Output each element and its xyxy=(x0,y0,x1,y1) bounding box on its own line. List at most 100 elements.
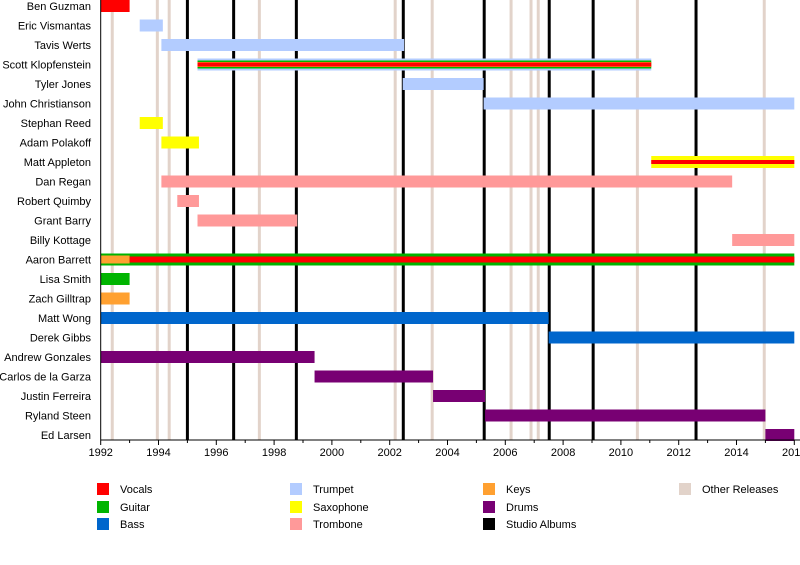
legend-swatch xyxy=(97,483,109,495)
x-tick-label: 2014 xyxy=(724,447,748,459)
member-name: Aaron Barrett xyxy=(26,255,91,267)
member-name: Matt Appleton xyxy=(24,157,91,169)
x-tick-label: 2002 xyxy=(377,447,401,459)
legend-label: Trumpet xyxy=(313,484,354,496)
bar-trombone xyxy=(197,214,298,227)
other-release-line xyxy=(762,0,766,440)
bar-drums xyxy=(314,370,434,383)
bar-vocals xyxy=(651,160,795,164)
bar-trumpet xyxy=(402,78,484,90)
member-name: Dan Regan xyxy=(35,177,91,189)
legend-label: Bass xyxy=(120,519,145,531)
studio-album-line xyxy=(547,0,551,440)
bar-drums xyxy=(100,351,315,363)
member-name: Carlos de la Garza xyxy=(0,372,92,384)
bar-saxophone xyxy=(139,117,163,129)
studio-album-line xyxy=(482,0,486,440)
member-name: Robert Quimby xyxy=(17,196,91,208)
member-name: Andrew Gonzales xyxy=(4,352,91,364)
bar-drums xyxy=(485,409,766,422)
x-axis: 1992 1994 1996 1998 2000 2002 2004 2006 2008 2010… xyxy=(88,0,800,459)
member-name: Justin Ferreira xyxy=(21,391,92,403)
member-name: Ben Guzman xyxy=(27,1,91,13)
studio-album-line xyxy=(694,0,698,440)
other-release-line xyxy=(430,0,434,440)
member-name: Adam Polakoff xyxy=(20,138,92,150)
member-name: Scott Klopfenstein xyxy=(2,60,91,72)
legend-swatch xyxy=(483,518,495,530)
member-name: Stephan Reed xyxy=(21,118,91,130)
legend-swatch xyxy=(97,501,109,513)
bar-drums xyxy=(433,390,486,402)
bar-vocals xyxy=(197,62,652,67)
x-tick-label: 2016 xyxy=(782,447,800,459)
studio-album-line xyxy=(591,0,595,440)
bar-bass xyxy=(100,312,549,324)
x-tick-label: 2010 xyxy=(609,447,633,459)
studio-album-line xyxy=(401,0,405,440)
member-name: Billy Kottage xyxy=(30,235,91,247)
bar-keys xyxy=(100,292,130,305)
x-tick-label: 2000 xyxy=(320,447,344,459)
legend-swatch xyxy=(290,518,302,530)
other-release-line xyxy=(635,0,639,440)
member-name: Ryland Steen xyxy=(25,411,91,423)
bar-trombone xyxy=(177,195,199,207)
legend-label: Studio Albums xyxy=(506,519,577,531)
other-release-line xyxy=(393,0,397,440)
member-name: Tavis Werts xyxy=(34,40,91,52)
member-name: Zach Gilltrap xyxy=(29,294,91,306)
legend-swatch xyxy=(290,501,302,513)
member-labels: Ben Guzman Eric Vismantas Tavis Werts Scott… xyxy=(0,1,92,442)
x-tick-label: 2004 xyxy=(435,447,459,459)
x-tick-label: 1996 xyxy=(204,447,228,459)
bar-drums xyxy=(765,429,795,441)
member-name: Grant Barry xyxy=(34,216,91,228)
bar-trumpet xyxy=(161,39,405,51)
legend-swatch xyxy=(679,483,691,495)
other-release-line xyxy=(167,0,171,440)
bar-keys xyxy=(100,255,130,264)
member-bars xyxy=(100,0,795,441)
legend-label: Vocals xyxy=(120,484,153,496)
bar-vocals xyxy=(100,0,130,12)
legend-label: Drums xyxy=(506,502,539,514)
other-release-line xyxy=(509,0,513,440)
other-release-line xyxy=(536,0,540,440)
member-name: Lisa Smith xyxy=(40,274,91,286)
member-name: Ed Larsen xyxy=(41,430,91,442)
legend-label: Guitar xyxy=(120,502,150,514)
legend-label: Keys xyxy=(506,484,531,496)
x-tick-label: 2012 xyxy=(666,447,690,459)
x-tick-label: 2006 xyxy=(493,447,517,459)
legend-swatch xyxy=(97,518,109,530)
legend-label: Saxophone xyxy=(313,502,369,514)
bar-saxophone xyxy=(161,136,199,149)
legend-swatch xyxy=(290,483,302,495)
member-name: Tyler Jones xyxy=(35,79,92,91)
bar-trumpet xyxy=(483,97,795,110)
legend-label: Other Releases xyxy=(702,484,779,496)
legend-label: Trombone xyxy=(313,519,363,531)
bar-trombone xyxy=(732,234,795,246)
legend-swatch xyxy=(483,501,495,513)
bar-trumpet xyxy=(139,19,163,32)
bar-vocals xyxy=(129,256,795,263)
member-name: Matt Wong xyxy=(38,313,91,325)
other-release-line xyxy=(529,0,533,440)
member-name: John Christianson xyxy=(3,99,91,111)
bar-bass xyxy=(548,331,795,344)
legend-swatch xyxy=(483,483,495,495)
x-tick-label: 1998 xyxy=(262,447,286,459)
legend: Vocals Guitar Bass Trumpet Saxophone Trombone… xyxy=(97,483,779,531)
studio-album-line xyxy=(185,0,189,440)
bar-trombone xyxy=(161,175,733,188)
member-name: Eric Vismantas xyxy=(18,21,92,33)
bar-guitar xyxy=(100,273,130,285)
x-tick-label: 1992 xyxy=(88,447,112,459)
x-tick-label: 2008 xyxy=(551,447,575,459)
member-name: Derek Gibbs xyxy=(30,333,92,345)
other-release-line xyxy=(110,0,114,440)
other-release-line xyxy=(155,0,159,440)
